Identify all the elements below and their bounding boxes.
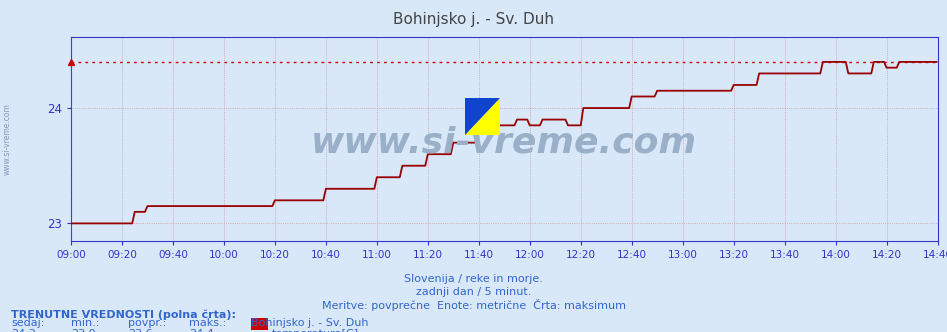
Text: www.si-vreme.com: www.si-vreme.com	[3, 104, 12, 175]
Text: 24,4: 24,4	[189, 329, 214, 332]
Text: Bohinjsko j. - Sv. Duh: Bohinjsko j. - Sv. Duh	[393, 12, 554, 27]
Text: 23,6: 23,6	[128, 329, 152, 332]
Text: povpr.:: povpr.:	[128, 318, 166, 328]
Text: Bohinjsko j. - Sv. Duh: Bohinjsko j. - Sv. Duh	[251, 318, 368, 328]
Text: min.:: min.:	[71, 318, 99, 328]
Text: sedaj:: sedaj:	[11, 318, 45, 328]
Text: Slovenija / reke in morje.: Slovenija / reke in morje.	[404, 274, 543, 284]
Text: temperatura[C]: temperatura[C]	[272, 329, 359, 332]
Text: 24,3: 24,3	[11, 329, 36, 332]
Text: 23,0: 23,0	[71, 329, 96, 332]
Polygon shape	[465, 98, 500, 134]
Text: TRENUTNE VREDNOSTI (polna črta):: TRENUTNE VREDNOSTI (polna črta):	[11, 309, 237, 320]
Text: maks.:: maks.:	[189, 318, 226, 328]
Text: Meritve: povprečne  Enote: metrične  Črta: maksimum: Meritve: povprečne Enote: metrične Črta:…	[321, 299, 626, 311]
Polygon shape	[465, 98, 500, 134]
Text: zadnji dan / 5 minut.: zadnji dan / 5 minut.	[416, 287, 531, 297]
Text: www.si-vreme.com: www.si-vreme.com	[312, 126, 697, 160]
